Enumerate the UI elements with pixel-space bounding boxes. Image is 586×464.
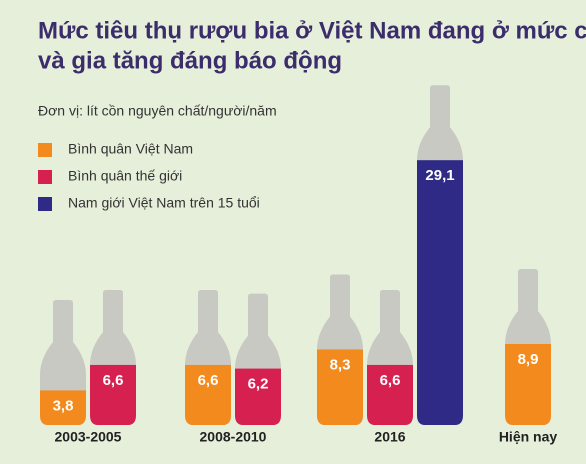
x-tick-label: 2008-2010: [200, 429, 267, 445]
x-tick-label: 2016: [374, 429, 405, 445]
value-label: 6,2: [248, 376, 269, 393]
bar: [505, 344, 551, 425]
bar: [185, 364, 231, 425]
bar: [90, 364, 136, 425]
bar: [367, 364, 413, 425]
legend-label: Bình quân Việt Nam: [68, 141, 193, 157]
value-label: 8,9: [518, 351, 539, 368]
value-label: 8,3: [330, 356, 351, 373]
bar: [317, 349, 363, 425]
bar: [417, 160, 463, 425]
legend-swatch: [38, 170, 52, 184]
bar: [235, 368, 281, 425]
subtitle: Đơn vị: lít cồn nguyên chất/người/năm: [38, 103, 277, 119]
chart-title: và gia tăng đáng báo động: [38, 47, 342, 74]
legend-label: Nam giới Việt Nam trên 15 tuổi: [68, 195, 260, 211]
x-tick-label: Hiện nay: [499, 429, 558, 445]
legend-label: Bình quân thế giới: [68, 168, 182, 184]
chart-title: Mức tiêu thụ rượu bia ở Việt Nam đang ở …: [38, 17, 586, 44]
legend-swatch: [38, 143, 52, 157]
value-label: 6,6: [380, 372, 401, 389]
value-label: 6,6: [198, 372, 219, 389]
value-label: 6,6: [103, 372, 124, 389]
legend-swatch: [38, 197, 52, 211]
value-label: 29,1: [425, 167, 454, 184]
x-tick-label: 2003-2005: [55, 429, 122, 445]
value-label: 3,8: [53, 397, 74, 414]
bar: [40, 390, 86, 425]
